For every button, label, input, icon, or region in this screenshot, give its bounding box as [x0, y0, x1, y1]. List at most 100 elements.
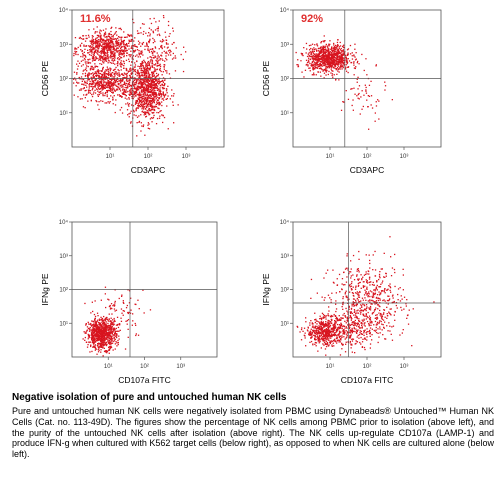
data-point — [182, 58, 184, 61]
data-point — [95, 330, 98, 332]
data-point — [111, 89, 114, 91]
data-point — [133, 50, 136, 52]
y-axis-label: IFNg PE — [40, 273, 50, 305]
data-point — [382, 290, 384, 292]
data-point — [331, 74, 333, 77]
data-point — [147, 69, 149, 71]
data-point — [145, 115, 148, 117]
data-point — [156, 65, 158, 67]
data-point — [339, 326, 341, 328]
data-point — [144, 69, 146, 71]
x-axis-label: CD3APC — [131, 165, 165, 175]
data-point — [102, 39, 104, 41]
data-point — [85, 89, 87, 92]
data-point — [154, 90, 156, 92]
data-point — [96, 312, 99, 314]
data-point — [102, 338, 105, 340]
data-point — [102, 49, 104, 51]
data-point — [110, 57, 112, 59]
data-point — [141, 101, 143, 104]
data-point — [151, 102, 154, 104]
data-point — [120, 36, 123, 39]
data-point — [314, 65, 316, 67]
data-point — [80, 60, 83, 62]
data-point — [325, 48, 327, 50]
data-point — [106, 78, 109, 80]
data-point — [152, 91, 154, 93]
data-point — [138, 79, 140, 82]
data-point — [327, 331, 329, 333]
data-point — [99, 87, 102, 90]
data-point — [153, 92, 155, 94]
data-point — [131, 58, 133, 60]
data-point — [357, 88, 359, 90]
data-point — [92, 341, 94, 344]
data-point — [147, 127, 149, 129]
data-point — [112, 49, 114, 51]
data-point — [117, 44, 120, 46]
data-point — [371, 295, 373, 298]
data-point — [102, 326, 105, 328]
data-point — [121, 50, 124, 52]
data-point — [309, 58, 311, 61]
data-point — [141, 69, 143, 72]
data-point — [322, 332, 324, 335]
data-point — [136, 122, 138, 124]
data-point — [354, 43, 356, 45]
data-point — [338, 333, 340, 335]
data-point — [385, 275, 387, 277]
data-point — [160, 110, 162, 112]
data-point — [151, 71, 154, 73]
data-point — [112, 62, 114, 64]
data-point — [323, 46, 325, 49]
data-point — [391, 99, 393, 101]
data-point — [135, 45, 137, 47]
data-point — [327, 49, 329, 51]
data-point — [118, 59, 120, 61]
data-point — [98, 31, 101, 33]
data-point — [335, 47, 338, 49]
data-point — [135, 101, 137, 104]
data-point — [95, 39, 97, 41]
data-point — [133, 69, 136, 71]
data-point — [101, 340, 103, 343]
data-point — [360, 96, 362, 98]
data-point — [371, 296, 374, 299]
data-point — [147, 49, 149, 51]
data-point — [124, 46, 127, 49]
data-point — [328, 335, 330, 337]
data-point — [328, 48, 330, 50]
data-point — [323, 324, 325, 326]
data-point — [376, 289, 378, 291]
data-point — [128, 83, 130, 85]
data-point — [105, 81, 107, 83]
data-point — [112, 330, 114, 332]
data-point — [113, 308, 116, 310]
data-point — [162, 38, 164, 41]
data-point — [99, 19, 101, 21]
data-point — [315, 55, 317, 58]
data-point — [103, 42, 105, 44]
data-point — [100, 336, 103, 339]
data-point — [85, 331, 87, 333]
data-point — [389, 236, 391, 238]
data-point — [343, 44, 345, 46]
data-point — [126, 109, 129, 111]
data-point — [74, 52, 77, 54]
data-point — [379, 277, 381, 279]
data-point — [85, 341, 88, 343]
data-point — [107, 89, 109, 92]
data-point — [319, 50, 321, 52]
data-point — [151, 74, 153, 76]
data-point — [147, 111, 149, 113]
data-point — [127, 114, 129, 116]
data-point — [147, 106, 149, 108]
data-point — [93, 77, 95, 79]
data-point — [339, 56, 341, 58]
data-point — [94, 42, 96, 44]
data-point — [109, 341, 111, 344]
data-point — [316, 327, 319, 329]
data-point — [102, 323, 104, 325]
data-point — [100, 76, 103, 78]
data-point — [131, 68, 133, 70]
